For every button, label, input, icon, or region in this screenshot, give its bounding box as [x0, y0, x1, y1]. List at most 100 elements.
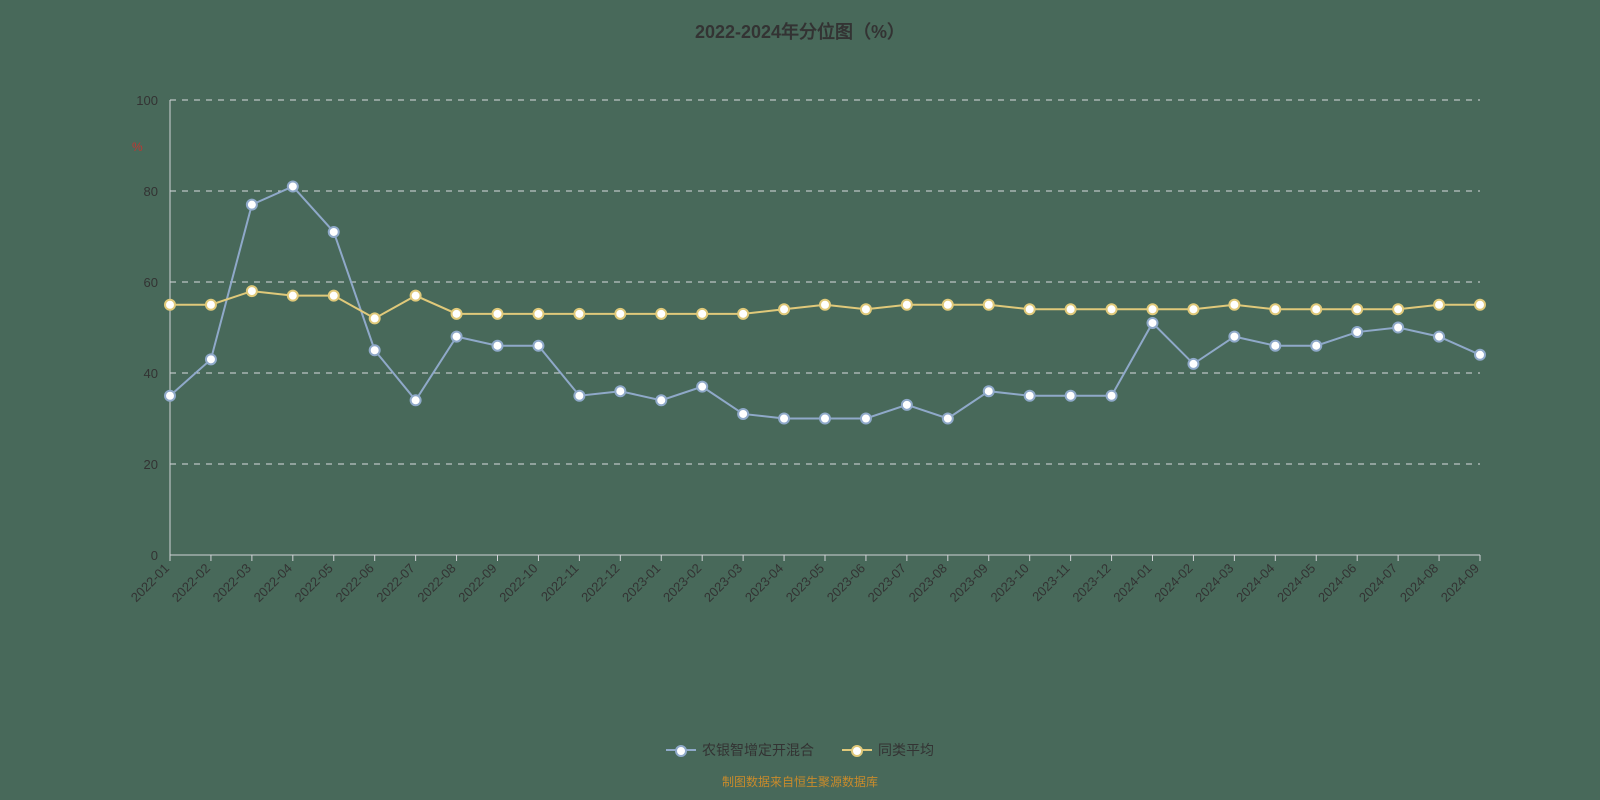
legend-line-icon [842, 749, 872, 751]
series-marker-1 [697, 309, 707, 319]
series-marker-0 [656, 395, 666, 405]
x-tick-label: 2022-12 [578, 561, 622, 605]
series-marker-0 [1066, 391, 1076, 401]
series-marker-1 [1311, 304, 1321, 314]
x-tick-label: 2024-03 [1192, 561, 1236, 605]
x-tick-label: 2023-07 [865, 561, 909, 605]
series-marker-1 [206, 300, 216, 310]
x-tick-label: 2024-02 [1151, 561, 1195, 605]
series-marker-1 [943, 300, 953, 310]
series-marker-1 [820, 300, 830, 310]
x-tick-label: 2024-09 [1438, 561, 1482, 605]
series-marker-0 [1188, 359, 1198, 369]
series-marker-1 [165, 300, 175, 310]
x-tick-label: 2022-01 [128, 561, 172, 605]
x-tick-label: 2023-04 [742, 561, 786, 605]
series-marker-0 [902, 400, 912, 410]
x-tick-label: 2023-01 [619, 561, 663, 605]
legend-label: 同类平均 [878, 740, 934, 760]
y-tick-label: 20 [144, 457, 158, 472]
series-marker-0 [288, 181, 298, 191]
y-tick-label: 60 [144, 275, 158, 290]
series-marker-0 [206, 354, 216, 364]
series-marker-1 [411, 291, 421, 301]
legend-marker-icon [675, 745, 687, 757]
series-marker-1 [738, 309, 748, 319]
chart-legend: 农银智增定开混合 同类平均 [0, 740, 1600, 760]
series-marker-0 [943, 414, 953, 424]
x-tick-label: 2023-08 [906, 561, 950, 605]
x-tick-label: 2023-10 [987, 561, 1031, 605]
series-marker-0 [1393, 323, 1403, 333]
series-marker-0 [165, 391, 175, 401]
x-tick-label: 2022-02 [169, 561, 213, 605]
x-tick-label: 2024-05 [1274, 561, 1318, 605]
series-marker-1 [779, 304, 789, 314]
series-marker-0 [1270, 341, 1280, 351]
series-marker-1 [1270, 304, 1280, 314]
series-marker-0 [452, 332, 462, 342]
series-marker-1 [329, 291, 339, 301]
legend-line-icon [666, 749, 696, 751]
x-tick-label: 2024-01 [1110, 561, 1154, 605]
series-marker-0 [533, 341, 543, 351]
series-marker-0 [779, 414, 789, 424]
y-tick-label: 0 [151, 548, 158, 563]
x-tick-label: 2023-09 [947, 561, 991, 605]
series-marker-0 [820, 414, 830, 424]
series-marker-0 [411, 395, 421, 405]
series-marker-1 [288, 291, 298, 301]
series-marker-0 [984, 386, 994, 396]
series-marker-1 [533, 309, 543, 319]
x-tick-label: 2023-12 [1069, 561, 1113, 605]
series-marker-0 [1107, 391, 1117, 401]
legend-marker-icon [851, 745, 863, 757]
series-marker-0 [738, 409, 748, 419]
series-marker-1 [615, 309, 625, 319]
series-marker-0 [329, 227, 339, 237]
x-tick-label: 2022-04 [251, 561, 295, 605]
y-tick-label: 80 [144, 184, 158, 199]
series-marker-1 [574, 309, 584, 319]
series-marker-0 [1311, 341, 1321, 351]
x-tick-label: 2022-05 [292, 561, 336, 605]
x-tick-label: 2024-04 [1233, 561, 1277, 605]
series-marker-1 [984, 300, 994, 310]
series-marker-0 [1025, 391, 1035, 401]
chart-source-note: 制图数据来自恒生聚源数据库 [0, 773, 1600, 790]
legend-item-1[interactable]: 同类平均 [842, 740, 934, 760]
series-marker-0 [574, 391, 584, 401]
x-tick-label: 2022-11 [538, 561, 582, 605]
series-marker-1 [1229, 300, 1239, 310]
series-marker-0 [1434, 332, 1444, 342]
series-marker-0 [1148, 318, 1158, 328]
x-tick-label: 2023-11 [1029, 561, 1073, 605]
chart-plot: 0204060801002022-012022-022022-032022-04… [0, 0, 1600, 800]
y-axis-unit: % [132, 140, 143, 154]
x-tick-label: 2022-03 [210, 561, 254, 605]
series-marker-0 [1475, 350, 1485, 360]
series-marker-0 [697, 382, 707, 392]
series-marker-1 [1188, 304, 1198, 314]
x-tick-label: 2022-10 [496, 561, 540, 605]
series-marker-1 [1107, 304, 1117, 314]
y-tick-label: 40 [144, 366, 158, 381]
x-tick-label: 2023-02 [660, 561, 704, 605]
percentile-line-chart: 2022-2024年分位图（%） 0204060801002022-012022… [0, 0, 1600, 800]
series-marker-0 [615, 386, 625, 396]
series-marker-1 [1434, 300, 1444, 310]
series-marker-0 [247, 200, 257, 210]
series-marker-0 [861, 414, 871, 424]
x-tick-label: 2023-05 [783, 561, 827, 605]
legend-item-0[interactable]: 农银智增定开混合 [666, 740, 814, 760]
series-marker-0 [493, 341, 503, 351]
x-tick-label: 2023-06 [824, 561, 868, 605]
x-tick-label: 2022-08 [414, 561, 458, 605]
x-tick-label: 2022-09 [455, 561, 499, 605]
series-marker-1 [1352, 304, 1362, 314]
series-marker-0 [370, 345, 380, 355]
x-tick-label: 2024-06 [1315, 561, 1359, 605]
legend-label: 农银智增定开混合 [702, 740, 814, 760]
series-marker-0 [1229, 332, 1239, 342]
series-marker-1 [861, 304, 871, 314]
